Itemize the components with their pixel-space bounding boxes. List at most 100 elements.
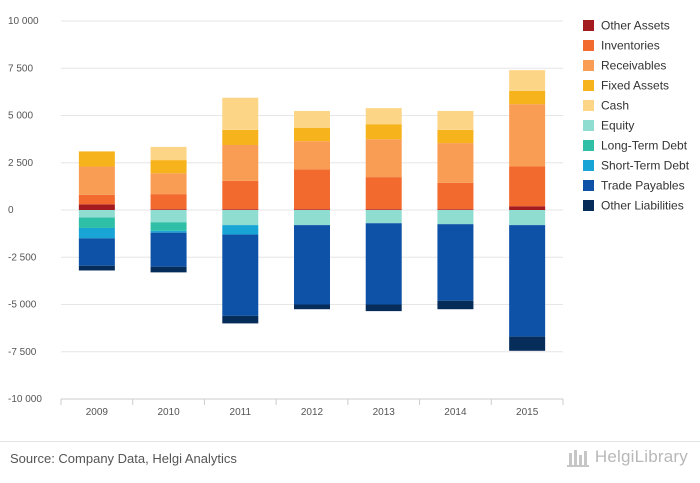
legend-swatch-inventories[interactable] xyxy=(583,40,594,51)
legend-swatch-cash[interactable] xyxy=(583,100,594,111)
bar-segment-receivables-2010 xyxy=(150,173,187,195)
bar-segment-equity-2012 xyxy=(294,210,330,226)
x-tick-label: 2015 xyxy=(516,407,539,418)
bar-segment-other-liabilities-2012 xyxy=(294,304,330,310)
bars xyxy=(78,70,546,351)
legend-label-inventories[interactable]: Inventories xyxy=(601,39,660,53)
legend-label-receivables[interactable]: Receivables xyxy=(601,59,666,73)
legend-swatch-fixed-assets[interactable] xyxy=(583,80,594,91)
y-tick-label: -5 000 xyxy=(8,300,37,311)
bar-segment-trade-payables-2011 xyxy=(222,234,259,316)
bar-segment-inventories-2010 xyxy=(150,194,187,210)
bar-segment-trade-payables-2014 xyxy=(437,224,474,301)
bar-segment-other-assets-2011 xyxy=(222,209,259,210)
legend-swatch-short-term-debt[interactable] xyxy=(583,160,594,171)
bar-segment-cash-2013 xyxy=(365,108,402,125)
legend-swatch-other-assets[interactable] xyxy=(583,20,594,31)
bar-segment-other-assets-2014 xyxy=(437,209,474,210)
bar-segment-fixed-assets-2009 xyxy=(78,151,115,167)
bar-segment-other-liabilities-2011 xyxy=(222,315,259,324)
bar-segment-long-term-debt-2009 xyxy=(78,217,115,228)
bar-segment-fixed-assets-2011 xyxy=(222,129,259,145)
bar-segment-trade-payables-2015 xyxy=(509,225,546,337)
bar-segment-inventories-2013 xyxy=(365,177,402,210)
axes: 10 000 7 500 5 000 2 500 0 -2 500 -5 000 -7 500… xyxy=(8,16,564,418)
bar-segment-cash-2011 xyxy=(222,97,259,130)
y-tick-label: 5 000 xyxy=(8,111,33,122)
bar-segment-equity-2009 xyxy=(78,210,115,218)
bar-segment-fixed-assets-2014 xyxy=(437,129,474,144)
library-icon xyxy=(566,450,589,467)
bar-segment-inventories-2012 xyxy=(294,169,330,210)
bar-segment-equity-2011 xyxy=(222,210,259,226)
legend-label-equity[interactable]: Equity xyxy=(601,119,634,133)
bar-segment-fixed-assets-2013 xyxy=(365,124,402,140)
x-tick-label: 2010 xyxy=(157,407,180,418)
bar-segment-other-assets-2013 xyxy=(365,209,402,210)
x-tick-label: 2011 xyxy=(230,407,252,418)
legend-label-fixed-assets[interactable]: Fixed Assets xyxy=(601,79,669,93)
bar-segment-cash-2010 xyxy=(150,146,187,161)
x-tick-label: 2012 xyxy=(301,407,324,418)
bar-segment-equity-2015 xyxy=(509,210,546,226)
legend-label-other-liabilities[interactable]: Other Liabilities xyxy=(601,199,684,213)
bar-segment-other-liabilities-2010 xyxy=(150,266,187,273)
brand-name: HelgiLibrary xyxy=(594,447,688,466)
x-tick-label: 2013 xyxy=(373,407,396,418)
y-tick-label: 2 500 xyxy=(8,158,33,169)
bar-segment-short-term-debt-2011 xyxy=(222,225,259,235)
legend-label-short-term-debt[interactable]: Short-Term Debt xyxy=(601,159,690,173)
bar-segment-receivables-2015 xyxy=(509,104,546,167)
bar-segment-inventories-2014 xyxy=(437,182,474,210)
bar-segment-trade-payables-2013 xyxy=(365,223,402,305)
bar-segment-short-term-debt-2010 xyxy=(150,230,187,233)
bar-segment-trade-payables-2012 xyxy=(294,225,330,305)
x-tick-label: 2014 xyxy=(444,407,467,418)
bar-segment-other-liabilities-2014 xyxy=(437,300,474,310)
bar-segment-inventories-2011 xyxy=(222,180,259,210)
legend-label-trade-payables[interactable]: Trade Payables xyxy=(601,179,685,193)
y-tick-label: -10 000 xyxy=(8,394,42,405)
legend-swatch-other-liabilities[interactable] xyxy=(583,200,594,211)
bar-segment-other-assets-2009 xyxy=(78,204,115,210)
bar-segment-cash-2012 xyxy=(294,110,330,128)
bar-segment-receivables-2013 xyxy=(365,139,402,178)
stacked-bar-chart: 10 000 7 500 5 000 2 500 0 -2 500 -5 000 -7 500… xyxy=(8,16,690,418)
bar-segment-other-assets-2012 xyxy=(294,209,330,210)
y-tick-label: -2 500 xyxy=(8,252,37,263)
legend-swatch-equity[interactable] xyxy=(583,120,594,131)
legend-swatch-long-term-debt[interactable] xyxy=(583,140,594,151)
bar-segment-receivables-2014 xyxy=(437,143,474,183)
bar-segment-long-term-debt-2010 xyxy=(150,222,187,231)
bar-segment-fixed-assets-2015 xyxy=(509,90,546,105)
bar-segment-fixed-assets-2012 xyxy=(294,127,330,142)
bar-segment-other-liabilities-2013 xyxy=(365,304,402,312)
bar-segment-cash-2014 xyxy=(437,110,474,130)
bar-segment-other-assets-2010 xyxy=(150,209,187,210)
x-tick-label: 2009 xyxy=(86,407,109,418)
bar-segment-cash-2015 xyxy=(509,70,546,91)
source-note: Source: Company Data, Helgi Analytics xyxy=(10,451,237,466)
legend-label-long-term-debt[interactable]: Long-Term Debt xyxy=(601,139,688,153)
legend-label-other-assets[interactable]: Other Assets xyxy=(601,19,670,33)
bar-segment-inventories-2015 xyxy=(509,166,546,207)
bar-segment-receivables-2012 xyxy=(294,141,330,170)
y-tick-label: 0 xyxy=(8,205,14,216)
bar-segment-fixed-assets-2010 xyxy=(150,160,187,174)
bar-segment-other-liabilities-2015 xyxy=(509,336,546,351)
legend: Other Assets Inventories Receivables Fixed … xyxy=(583,19,690,213)
legend-swatch-receivables[interactable] xyxy=(583,60,594,71)
bar-segment-equity-2013 xyxy=(365,210,402,224)
legend-swatch-trade-payables[interactable] xyxy=(583,180,594,191)
y-tick-label: 10 000 xyxy=(8,16,39,27)
y-tick-label: -7 500 xyxy=(8,347,37,358)
brand-logo: HelgiLibrary xyxy=(566,447,688,467)
bar-segment-trade-payables-2009 xyxy=(78,238,115,266)
legend-label-cash[interactable]: Cash xyxy=(601,99,629,113)
bar-segment-equity-2010 xyxy=(150,210,187,223)
bar-segment-trade-payables-2010 xyxy=(150,232,187,267)
bar-segment-other-liabilities-2009 xyxy=(78,265,115,271)
bar-segment-receivables-2011 xyxy=(222,144,259,181)
bar-segment-receivables-2009 xyxy=(78,166,115,195)
